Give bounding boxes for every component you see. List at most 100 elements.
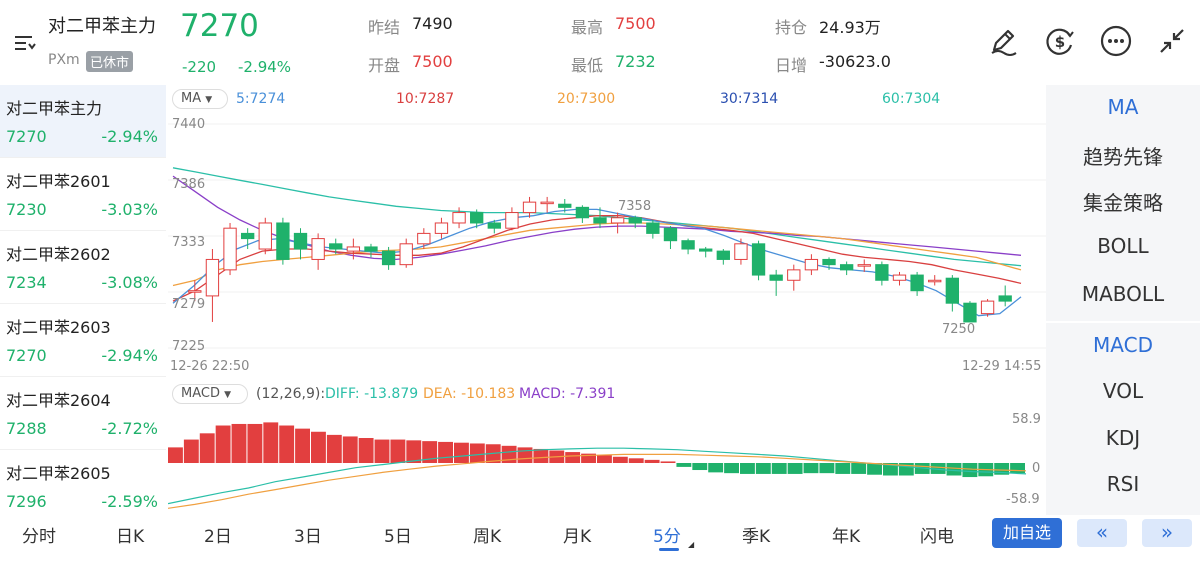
svg-text:$: $ bbox=[1055, 33, 1065, 51]
candle-body bbox=[751, 243, 766, 276]
tab-flash[interactable]: 闪电 bbox=[920, 527, 954, 547]
macd-selector[interactable]: MACD ▼ bbox=[172, 384, 248, 404]
tab-5min[interactable]: 5分 bbox=[653, 527, 681, 547]
trade-dollar-icon[interactable]: $ bbox=[1043, 24, 1077, 58]
tab-monthly[interactable]: 月K bbox=[563, 527, 592, 547]
indicator-kdj[interactable]: KDJ bbox=[1105, 426, 1141, 450]
oi-change-value: -30623.0 bbox=[819, 52, 891, 71]
tab-intraday[interactable]: 分时 bbox=[22, 527, 56, 547]
indicator-fund-strategy[interactable]: 集金策略 bbox=[1083, 191, 1163, 215]
oi-change-label: 日增 bbox=[775, 56, 808, 75]
macd-bar bbox=[819, 463, 835, 474]
macd-bar bbox=[263, 422, 279, 463]
add-watchlist-button[interactable]: 加自选 bbox=[992, 518, 1062, 548]
contract-item[interactable]: 对二甲苯2604 7288 -2.72% bbox=[0, 377, 166, 450]
tab-quarterly[interactable]: 季K bbox=[742, 527, 771, 547]
tab-yearly[interactable]: 年K bbox=[832, 527, 861, 547]
price-axis-4: 7279 bbox=[172, 297, 206, 312]
ma-selector[interactable]: MA ▼ bbox=[172, 89, 228, 109]
indicator-macd[interactable]: MACD bbox=[1093, 333, 1153, 357]
macd-bar bbox=[215, 425, 231, 463]
macd-bar bbox=[374, 439, 390, 463]
macd-bar bbox=[231, 423, 247, 463]
ma-selector-label: MA bbox=[181, 91, 202, 106]
candlestick-chart[interactable] bbox=[168, 112, 1046, 358]
candle-body bbox=[593, 217, 607, 224]
prev-close-value: 7490 bbox=[412, 14, 453, 33]
contract-change: -2.72% bbox=[101, 419, 158, 438]
candle-body bbox=[381, 250, 396, 266]
tab-daily[interactable]: 日K bbox=[116, 527, 145, 547]
menu-icon[interactable] bbox=[12, 30, 38, 56]
macd-bar bbox=[406, 440, 422, 463]
price-axis-3: 7333 bbox=[172, 235, 206, 250]
candle-body bbox=[240, 232, 255, 240]
low-marker-label: 7250 bbox=[942, 322, 976, 337]
macd-bar bbox=[454, 442, 469, 463]
candle-body bbox=[522, 201, 537, 214]
contract-price: 7230 bbox=[6, 200, 47, 219]
open-interest-label: 持仓 bbox=[775, 18, 808, 37]
price-axis-top: 7440 bbox=[172, 117, 206, 132]
contract-change: -2.94% bbox=[101, 127, 158, 146]
tab-2day[interactable]: 2日 bbox=[204, 527, 232, 547]
contract-item[interactable]: 对二甲苯2602 7234 -3.08% bbox=[0, 231, 166, 304]
candle-body bbox=[857, 264, 871, 267]
caret-down-icon: ▼ bbox=[205, 95, 213, 105]
macd-diff: DIFF: -13.879 bbox=[325, 386, 419, 402]
indicator-rsi[interactable]: RSI bbox=[1106, 472, 1140, 496]
contract-change: -3.03% bbox=[101, 200, 158, 219]
contract-item[interactable]: 对二甲苯2605 7296 -2.59% bbox=[0, 450, 166, 515]
indicator-ma[interactable]: MA bbox=[1107, 95, 1139, 119]
tab-3day[interactable]: 3日 bbox=[294, 527, 322, 547]
indicator-trend-pioneer[interactable]: 趋势先锋 bbox=[1083, 145, 1163, 169]
tab-dropdown-icon[interactable]: ◢ bbox=[688, 540, 695, 549]
next-button[interactable]: » bbox=[1142, 519, 1192, 547]
macd-bar bbox=[469, 443, 485, 463]
macd-bar bbox=[501, 445, 517, 463]
macd-bar bbox=[883, 463, 898, 476]
candle-body bbox=[681, 240, 695, 250]
high-marker-label: 7358 bbox=[618, 199, 652, 214]
price-axis-bottom: 7225 bbox=[172, 339, 206, 354]
macd-bar bbox=[803, 463, 819, 474]
high-value: 7500 bbox=[615, 14, 656, 33]
macd-bar bbox=[628, 458, 644, 463]
ma5-line bbox=[172, 208, 1022, 317]
contract-item[interactable]: 对二甲苯2603 7270 -2.94% bbox=[0, 304, 166, 377]
macd-bar bbox=[676, 463, 692, 467]
candle-body bbox=[417, 232, 431, 245]
contract-price: 7270 bbox=[6, 127, 47, 146]
candle-body bbox=[716, 250, 730, 260]
contract-item[interactable]: 对二甲苯2601 7230 -3.03% bbox=[0, 158, 166, 231]
candle-body bbox=[787, 269, 801, 281]
prev-button[interactable]: « bbox=[1077, 519, 1127, 547]
candle-body bbox=[505, 212, 519, 229]
macd-axis-mid: 0 bbox=[1032, 461, 1041, 476]
indicator-maboll[interactable]: MABOLL bbox=[1081, 282, 1165, 306]
ma60-legend: 60:7304 bbox=[882, 91, 941, 107]
contract-change: -3.08% bbox=[101, 273, 158, 292]
draw-pen-icon[interactable] bbox=[986, 24, 1020, 58]
contract-item[interactable]: 对二甲苯主力 7270 -2.94% bbox=[0, 85, 166, 158]
macd-bar bbox=[183, 439, 199, 463]
open-interest-value: 24.93万 bbox=[819, 18, 881, 37]
candle-body bbox=[734, 243, 748, 260]
macd-bar bbox=[994, 463, 1010, 475]
macd-bar bbox=[581, 453, 596, 463]
macd-bar bbox=[247, 423, 263, 463]
collapse-icon[interactable] bbox=[1155, 24, 1189, 58]
macd-selector-label: MACD bbox=[181, 386, 220, 401]
tab-weekly[interactable]: 周K bbox=[473, 527, 502, 547]
indicator-vol[interactable]: VOL bbox=[1102, 379, 1144, 403]
tab-5day[interactable]: 5日 bbox=[384, 527, 412, 547]
candle-body bbox=[434, 222, 449, 234]
macd-chart[interactable] bbox=[168, 406, 1046, 510]
contract-price: 7288 bbox=[6, 419, 47, 438]
indicator-boll[interactable]: BOLL bbox=[1097, 234, 1149, 258]
candle-body bbox=[699, 248, 713, 252]
contract-title[interactable]: 对二甲苯主力 bbox=[48, 16, 156, 37]
contract-price: 7296 bbox=[6, 492, 47, 511]
candle-body bbox=[452, 212, 466, 224]
more-options-icon[interactable] bbox=[1099, 24, 1133, 58]
